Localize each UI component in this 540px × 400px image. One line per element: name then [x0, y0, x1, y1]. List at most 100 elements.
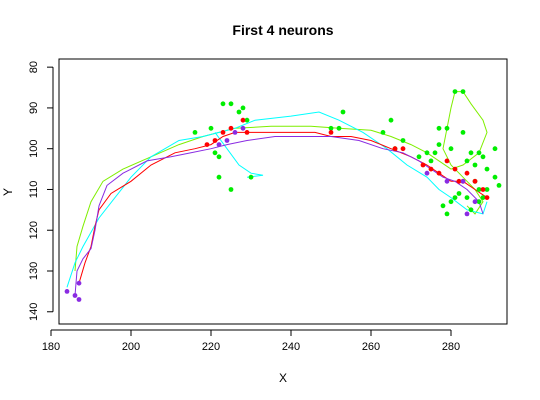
node-point-purple [460, 178, 466, 184]
x-axis: 180 200 220 240 260 280 [42, 329, 460, 353]
x-tick-label: 180 [42, 341, 60, 353]
node-point-lime [484, 187, 490, 192]
x-axis-label: X [279, 371, 287, 385]
node-point-purple [240, 125, 246, 131]
y-tick-label: 100 [28, 140, 40, 158]
x-tick-label: 240 [282, 341, 300, 353]
node-point-lime [340, 109, 346, 115]
x-tick-label: 220 [202, 341, 220, 353]
node-point-purple [424, 170, 430, 176]
node-point-red [220, 130, 226, 135]
node-point-red [240, 117, 246, 123]
node-point-lime [380, 130, 386, 135]
node-point-red [452, 166, 458, 172]
y-tick-label: 120 [28, 221, 40, 239]
node-point-lime [456, 191, 462, 196]
node-point-lime [424, 150, 430, 156]
node-point-lime [208, 125, 214, 131]
node-point-lime [248, 174, 254, 180]
node-point-lime [416, 154, 422, 160]
node-point-red [436, 170, 442, 176]
node-point-lime [216, 154, 222, 160]
node-point-lime [336, 125, 342, 131]
node-point-purple [472, 199, 478, 205]
node-point-lime [448, 146, 454, 152]
node-point-lime [464, 195, 470, 201]
node-point-lime [452, 195, 458, 201]
node-point-purple [224, 138, 230, 143]
node-point-lime [448, 199, 454, 205]
node-point-red [400, 146, 406, 152]
node-point-lime [444, 125, 450, 131]
x-tick-label: 200 [122, 341, 140, 353]
y-tick-label: 130 [28, 262, 40, 280]
series-layer [66, 91, 488, 296]
node-point-red [444, 158, 450, 164]
node-point-lime [460, 89, 466, 94]
node-point-purple [64, 289, 70, 294]
node-point-lime [432, 150, 438, 156]
node-point-lime [484, 166, 490, 172]
node-point-lime [452, 89, 458, 94]
node-point-red [472, 178, 478, 184]
node-point-lime [220, 101, 226, 107]
node-point-purple [444, 178, 450, 184]
node-point-lime [472, 162, 478, 168]
y-axis: 80 90 100 110 120 130 140 [28, 61, 54, 321]
node-point-lime [216, 174, 222, 180]
plot-frame [58, 58, 508, 325]
node-point-lime [240, 105, 246, 111]
node-point-lime [212, 150, 218, 156]
x-tick-label: 260 [362, 341, 380, 353]
node-point-lime [476, 187, 482, 192]
y-tick-label: 110 [28, 181, 40, 199]
node-point-lime [428, 158, 434, 164]
node-point-lime [400, 138, 406, 143]
node-point-red [456, 178, 462, 184]
y-tick-label: 80 [28, 61, 40, 73]
node-point-purple [464, 211, 470, 217]
series-branch-cyan [214, 132, 264, 178]
node-point-lime [236, 109, 242, 115]
node-point-lime [444, 211, 450, 217]
node-point-red [420, 162, 426, 168]
node-point-lime [492, 174, 498, 180]
node-point-lime [480, 154, 486, 160]
node-point-red [228, 125, 234, 131]
node-point-lime [476, 150, 482, 156]
node-point-red [392, 146, 398, 152]
node-point-purple [72, 293, 78, 298]
node-point-purple [76, 297, 82, 302]
node-point-red [428, 166, 434, 172]
node-point-lime [436, 125, 442, 131]
node-point-lime [468, 150, 474, 156]
y-axis-label: Y [1, 188, 15, 196]
series-line-lime [74, 91, 488, 272]
node-point-red [484, 195, 490, 201]
node-point-lime [192, 130, 198, 135]
node-point-purple [216, 142, 222, 148]
node-point-red [244, 130, 250, 135]
node-point-lime [388, 117, 394, 123]
node-point-lime [480, 195, 486, 201]
node-point-lime [244, 117, 250, 123]
series-line-cyan [66, 111, 488, 288]
node-point-lime [476, 199, 482, 205]
series-line-purple [74, 136, 484, 296]
node-point-lime [228, 187, 234, 192]
node-point-lime [328, 125, 334, 131]
node-point-red [328, 130, 334, 135]
node-point-lime [468, 207, 474, 213]
series-line-red [78, 131, 488, 284]
y-tick-label: 90 [28, 102, 40, 114]
nodes-layer [64, 89, 502, 302]
x-tick-label: 280 [442, 341, 460, 353]
node-point-red [204, 142, 210, 148]
node-point-red [464, 170, 470, 176]
node-point-lime [496, 183, 502, 188]
node-point-lime [440, 203, 446, 209]
node-point-lime [228, 101, 234, 107]
node-point-red [212, 138, 218, 143]
chart-title: First 4 neurons [232, 22, 333, 38]
